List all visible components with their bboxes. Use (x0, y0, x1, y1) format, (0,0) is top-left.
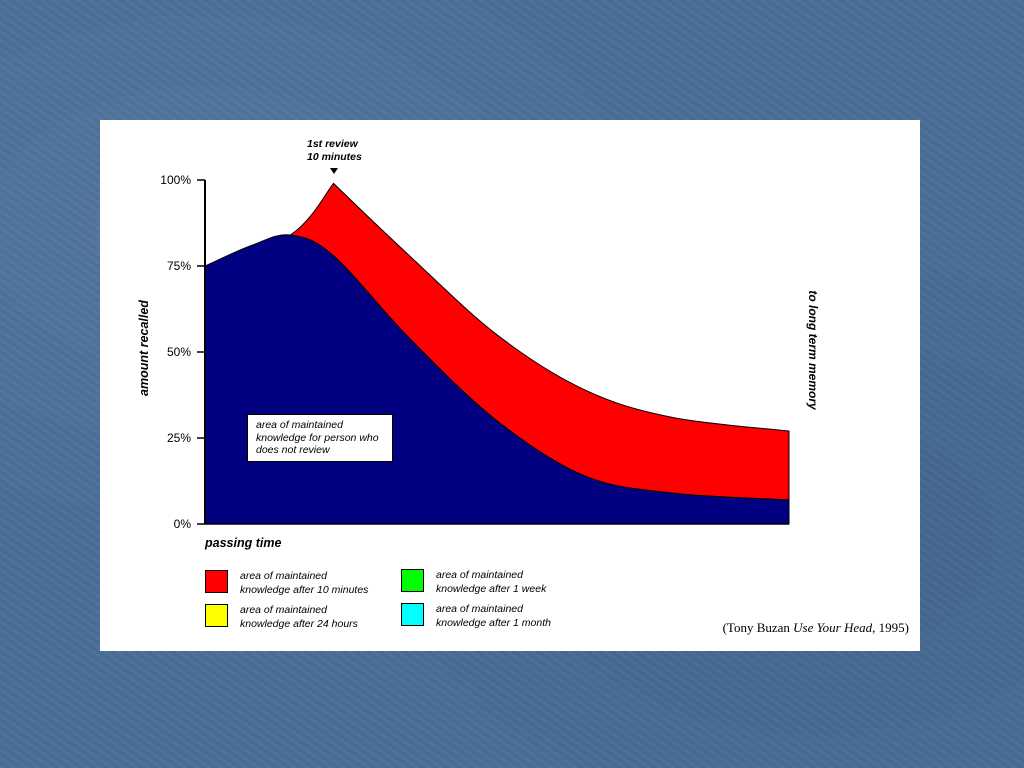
legend-line2: knowledge after 1 month (436, 616, 551, 629)
no-review-annotation-box: area of maintained knowledge for person … (247, 414, 393, 462)
legend-label: area of maintained knowledge after 24 ho… (240, 604, 390, 631)
y-tick-label: 50% (167, 345, 191, 359)
y-tick-label: 100% (160, 173, 191, 187)
legend-label: area of maintained knowledge after 1 mon… (436, 603, 586, 630)
legend-line1: area of maintained (436, 569, 523, 581)
legend-item-24-hours: area of maintained knowledge after 24 ho… (205, 604, 390, 631)
right-label: to long term memory (806, 290, 820, 411)
legend-swatch (401, 569, 424, 592)
legend-line2: knowledge after 10 minutes (240, 583, 369, 596)
y-tick-label: 0% (174, 517, 192, 531)
legend-line1: area of maintained (240, 604, 327, 616)
legend-line1: area of maintained (240, 570, 327, 582)
citation-book: Use Your Head (793, 620, 873, 635)
legend-line1: area of maintained (436, 603, 523, 615)
review-marker-arrow (330, 168, 338, 174)
legend-swatch (205, 570, 228, 593)
legend-swatch (401, 603, 424, 626)
y-axis-label: amount recalled (137, 300, 151, 396)
legend-line2: knowledge after 24 hours (240, 617, 358, 630)
chart-panel: 100% 75% 50% 25% 0% amount recalled passing … (100, 120, 920, 651)
citation-author: (Tony Buzan (722, 620, 794, 635)
legend-item-10-minutes: area of maintained knowledge after 10 mi… (205, 570, 390, 597)
annotation-line: area of maintained (256, 419, 343, 431)
x-axis-label: passing time (204, 536, 281, 550)
y-tick-label: 75% (167, 259, 191, 273)
review-annotation-line1: 1st review (307, 138, 358, 150)
review-annotation-line2: 10 minutes (307, 151, 362, 163)
legend-label: area of maintained knowledge after 1 wee… (436, 569, 586, 596)
review-annotation: 1st review 10 minutes (307, 138, 362, 164)
legend-item-1-month: area of maintained knowledge after 1 mon… (401, 603, 586, 630)
citation: (Tony Buzan Use Your Head, 1995) (723, 620, 909, 636)
annotation-line: does not review (256, 444, 330, 456)
area-group (204, 182, 790, 525)
legend-item-1-week: area of maintained knowledge after 1 wee… (401, 569, 586, 596)
y-tick-label: 25% (167, 431, 191, 445)
legend-line2: knowledge after 1 week (436, 582, 547, 595)
legend-swatch (205, 604, 228, 627)
legend-label: area of maintained knowledge after 10 mi… (240, 570, 390, 597)
ticks-group: 100% 75% 50% 25% 0% (160, 173, 205, 531)
citation-year: , 1995) (872, 620, 909, 635)
annotation-line: knowledge for person who (256, 431, 379, 444)
